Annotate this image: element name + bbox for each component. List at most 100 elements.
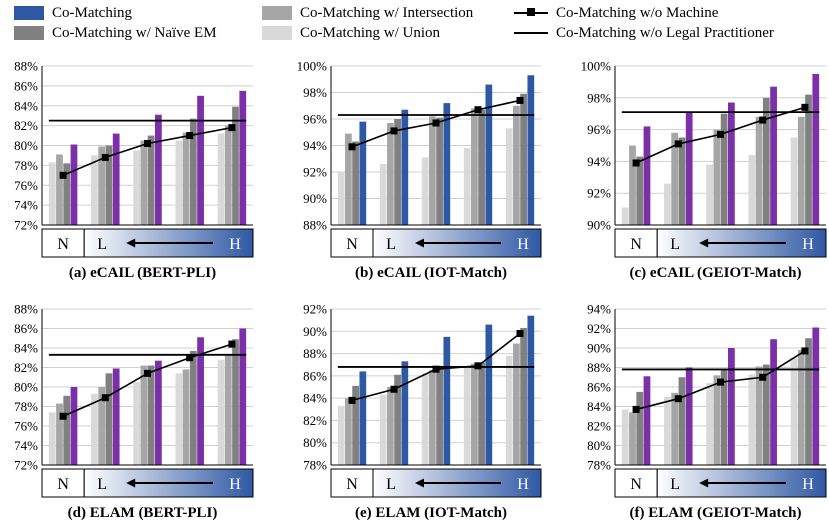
bar-naive-em bbox=[147, 135, 155, 225]
marker-wo-machine bbox=[348, 143, 356, 151]
marker-wo-machine bbox=[717, 130, 724, 138]
bar-intersection bbox=[629, 412, 636, 465]
bar-union bbox=[175, 373, 183, 465]
bar-co-matching bbox=[239, 90, 247, 225]
bar-union bbox=[664, 183, 671, 225]
strip-l-label: L bbox=[386, 236, 396, 253]
legend: Co-Matching Co-Matching w/ Naïve EM Co-M… bbox=[0, 0, 829, 44]
strip-h-label: H bbox=[802, 236, 814, 253]
bar-union bbox=[790, 357, 798, 465]
bar-naive-em bbox=[520, 93, 527, 225]
bar-naive-em bbox=[478, 362, 485, 465]
legend-item-intersection: Co-Matching w/ Intersection bbox=[262, 4, 473, 22]
bar-union bbox=[505, 355, 513, 465]
y-tick-label: 88% bbox=[303, 346, 327, 361]
marker-wo-machine bbox=[432, 365, 440, 373]
bar-naive-em bbox=[105, 145, 113, 225]
bar-union bbox=[706, 164, 713, 225]
bar-co-matching bbox=[401, 109, 409, 225]
strip-n-cell bbox=[330, 468, 374, 498]
bar-co-matching bbox=[485, 84, 493, 225]
y-tick-label: 98% bbox=[587, 90, 611, 105]
strip-n-cell bbox=[614, 468, 658, 498]
bar-naive-em bbox=[394, 119, 401, 225]
bar-union bbox=[664, 396, 671, 465]
marker-wo-machine bbox=[516, 96, 524, 104]
bar-co-matching bbox=[443, 336, 451, 465]
bar-union bbox=[48, 162, 56, 225]
y-tick-label: 88% bbox=[14, 59, 38, 74]
chart-panel-5: 78% 80% 82% 84% 86% 88% 90% 92% N L H (e) ELAM (IOT… bbox=[303, 302, 542, 521]
legend-item-co-matching: Co-Matching bbox=[14, 4, 132, 22]
strip-n-cell bbox=[330, 228, 374, 258]
y-tick-label: 90% bbox=[587, 341, 611, 356]
bar-intersection bbox=[387, 387, 394, 465]
bar-co-matching bbox=[401, 361, 409, 465]
marker-wo-machine bbox=[474, 362, 482, 370]
strip-arrow-head bbox=[126, 478, 136, 488]
legend-label: Co-Matching w/o Legal Practitioner bbox=[556, 24, 774, 41]
bar-naive-em bbox=[636, 391, 644, 465]
y-tick-label: 84% bbox=[14, 98, 38, 113]
y-tick-label: 84% bbox=[587, 399, 611, 414]
y-tick-label: 96% bbox=[303, 112, 327, 127]
y-tick-label: 78% bbox=[303, 458, 327, 473]
bar-co-matching bbox=[112, 133, 120, 225]
bar-naive-em bbox=[805, 338, 812, 465]
bar-co-matching bbox=[197, 337, 204, 465]
y-tick-label: 86% bbox=[14, 78, 38, 93]
y-tick-label: 82% bbox=[303, 413, 327, 428]
marker-wo-machine bbox=[674, 140, 682, 148]
y-tick-label: 80% bbox=[14, 380, 38, 395]
legend-label: Co-Matching bbox=[52, 4, 132, 21]
bar-naive-em bbox=[762, 97, 770, 225]
bar-intersection bbox=[98, 387, 106, 465]
bar-intersection bbox=[224, 125, 232, 225]
marker-wo-machine bbox=[474, 106, 482, 114]
bar-union bbox=[91, 155, 98, 225]
marker-wo-machine bbox=[186, 132, 194, 140]
strip-l-label: L bbox=[670, 476, 680, 493]
bar-intersection bbox=[471, 363, 478, 465]
y-tick-label: 84% bbox=[303, 391, 327, 406]
strip-l-label: L bbox=[386, 476, 396, 493]
strip-arrow-head bbox=[699, 478, 709, 488]
y-tick-label: 94% bbox=[587, 302, 611, 317]
bar-union bbox=[505, 128, 513, 225]
marker-wo-machine bbox=[144, 369, 151, 377]
bar-intersection bbox=[182, 369, 190, 465]
y-tick-label: 82% bbox=[14, 360, 38, 375]
bar-union bbox=[91, 393, 98, 465]
y-tick-label: 92% bbox=[303, 302, 327, 317]
legend-item-wo-machine: Co-Matching w/o Machine bbox=[514, 4, 718, 22]
strip-n-label: N bbox=[346, 236, 358, 253]
y-tick-label: 88% bbox=[587, 360, 611, 375]
bar-co-matching bbox=[770, 86, 777, 225]
y-tick-label: 78% bbox=[587, 458, 611, 473]
bar-co-matching bbox=[728, 102, 735, 225]
legend-swatch-blue bbox=[14, 6, 44, 20]
bar-naive-em bbox=[805, 94, 812, 226]
bar-intersection bbox=[755, 366, 763, 465]
bar-union bbox=[706, 383, 713, 465]
bar-naive-em bbox=[105, 373, 113, 465]
bar-union bbox=[217, 359, 225, 465]
marker-wo-machine bbox=[228, 124, 236, 132]
bar-naive-em bbox=[436, 117, 443, 225]
bar-co-matching bbox=[527, 75, 535, 226]
strip-n-cell bbox=[41, 228, 85, 258]
y-tick-label: 74% bbox=[14, 198, 38, 213]
bar-naive-em bbox=[232, 106, 239, 225]
y-tick-label: 86% bbox=[587, 380, 611, 395]
bar-co-matching bbox=[527, 315, 535, 465]
bar-co-matching bbox=[197, 95, 204, 225]
legend-label: Co-Matching w/ Naïve EM bbox=[52, 24, 217, 41]
bar-intersection bbox=[387, 122, 394, 225]
bar-naive-em bbox=[63, 163, 71, 225]
bar-union bbox=[133, 382, 140, 465]
y-tick-label: 96% bbox=[587, 122, 611, 137]
bar-naive-em bbox=[720, 369, 728, 465]
bar-intersection bbox=[140, 140, 148, 225]
legend-item-naive-em: Co-Matching w/ Naïve EM bbox=[14, 24, 217, 42]
bar-union bbox=[463, 148, 471, 225]
